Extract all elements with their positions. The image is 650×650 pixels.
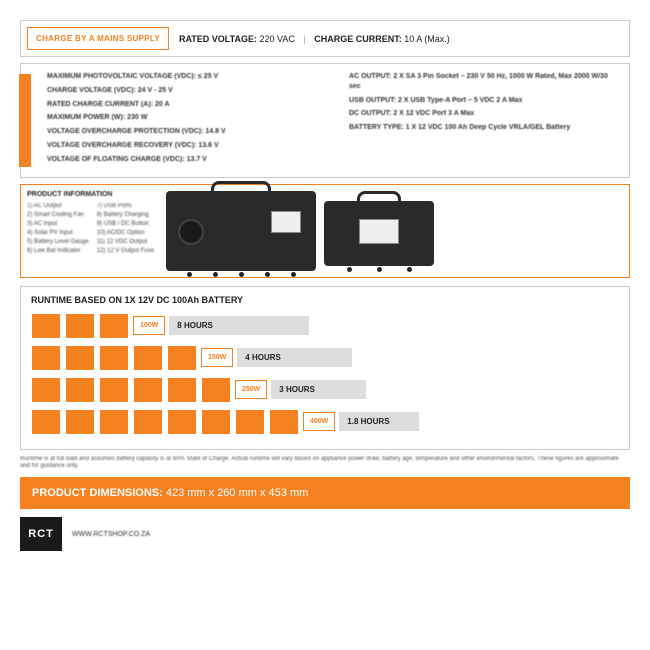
runtime-square xyxy=(133,377,163,403)
spec-line: AC OUTPUT: 2 X SA 3 Pin Socket – 230 V 5… xyxy=(349,72,621,92)
runtime-square xyxy=(201,377,231,403)
watt-label: 400W xyxy=(303,412,335,431)
hours-bar: 1.8 HOURS xyxy=(339,412,419,431)
runtime-square xyxy=(167,409,197,435)
specs-box: MAXIMUM PHOTOVOLTAIC VOLTAGE (VDC): ≤ 25… xyxy=(20,63,630,178)
runtime-square xyxy=(99,345,129,371)
watt-label: 100W xyxy=(133,316,165,335)
runtime-rows: 100W8 HOURS 150W4 HOURS 250W3 HOURS 400W1.8… xyxy=(31,313,619,435)
divider: | xyxy=(303,34,305,44)
runtime-square xyxy=(99,313,129,339)
hours-bar: 3 HOURS xyxy=(271,380,366,399)
specs-left-col: MAXIMUM PHOTOVOLTAIC VOLTAGE (VDC): ≤ 25… xyxy=(47,72,319,169)
runtime-square xyxy=(31,313,61,339)
header-specs: RATED VOLTAGE: 220 VAC | CHARGE CURRENT:… xyxy=(179,34,450,44)
product-info-title: PRODUCT INFORMATION xyxy=(27,191,158,198)
spec-line: MAXIMUM PHOTOVOLTAIC VOLTAGE (VDC): ≤ 25… xyxy=(47,72,319,82)
runtime-square xyxy=(133,345,163,371)
runtime-row: 250W3 HOURS xyxy=(31,377,619,403)
product-info-text: PRODUCT INFORMATION 1) AC Output2) Smart… xyxy=(27,191,158,256)
spec-line: RATED CHARGE CURRENT (A): 20 A xyxy=(47,100,319,110)
product-info-box: PRODUCT INFORMATION 1) AC Output2) Smart… xyxy=(20,184,630,278)
spec-line: CHARGE VOLTAGE (VDC): 24 V - 25 V xyxy=(47,86,319,96)
hours-bar: 8 HOURS xyxy=(169,316,309,335)
spec-line: USB OUTPUT: 2 X USB Type-A Port – 5 VDC … xyxy=(349,96,621,106)
spec-line: DC OUTPUT: 2 X 12 VDC Port 3 A Max xyxy=(349,109,621,119)
runtime-square xyxy=(65,377,95,403)
watt-label: 250W xyxy=(235,380,267,399)
watt-label: 150W xyxy=(201,348,233,367)
rated-voltage-label: RATED VOLTAGE: xyxy=(179,34,257,44)
runtime-square xyxy=(65,313,95,339)
spec-line: MAXIMUM POWER (W): 230 W xyxy=(47,113,319,123)
runtime-square xyxy=(99,409,129,435)
charge-badge: CHARGE BY A MAINS SUPPLY xyxy=(27,27,169,50)
runtime-square xyxy=(31,377,61,403)
runtime-square xyxy=(269,409,299,435)
rct-logo: RCT xyxy=(20,517,62,551)
runtime-square xyxy=(31,345,61,371)
spec-line: BATTERY TYPE: 1 X 12 VDC 100 Ah Deep Cyc… xyxy=(349,123,621,133)
side-tab xyxy=(19,74,31,167)
header-row: CHARGE BY A MAINS SUPPLY RATED VOLTAGE: … xyxy=(20,20,630,57)
footer-url: WWW.RCTSHOP.CO.ZA xyxy=(72,531,150,538)
runtime-square xyxy=(99,377,129,403)
runtime-square xyxy=(65,409,95,435)
runtime-square xyxy=(201,409,231,435)
spec-line: VOLTAGE OVERCHARGE PROTECTION (VDC): 14.… xyxy=(47,127,319,137)
runtime-square xyxy=(133,409,163,435)
runtime-square xyxy=(65,345,95,371)
runtime-square xyxy=(167,377,197,403)
device-front-image xyxy=(166,191,316,271)
spec-sheet: CHARGE BY A MAINS SUPPLY RATED VOLTAGE: … xyxy=(20,20,630,551)
spec-line: VOLTAGE OF FLOATING CHARGE (VDC): 13.7 V xyxy=(47,155,319,165)
device-side-image xyxy=(324,201,434,266)
rated-voltage-value: 220 VAC xyxy=(259,34,294,44)
charge-current-value: 10 A (Max.) xyxy=(404,34,450,44)
charge-current-label: CHARGE CURRENT: xyxy=(314,34,402,44)
runtime-box: RUNTIME BASED ON 1X 12V DC 100Ah BATTERY… xyxy=(20,286,630,450)
product-info-list-2: 7) USB Ports8) Battery Charging9) USB / … xyxy=(97,202,154,256)
specs-right-col: AC OUTPUT: 2 X SA 3 Pin Socket – 230 V 5… xyxy=(349,72,621,169)
spec-line: VOLTAGE OVERCHARGE RECOVERY (VDC): 13.6 … xyxy=(47,141,319,151)
runtime-row: 400W1.8 HOURS xyxy=(31,409,619,435)
footer: RCT WWW.RCTSHOP.CO.ZA xyxy=(20,517,630,551)
dimensions-label: PRODUCT DIMENSIONS: xyxy=(32,487,163,499)
hours-bar: 4 HOURS xyxy=(237,348,352,367)
runtime-square xyxy=(167,345,197,371)
runtime-row: 150W4 HOURS xyxy=(31,345,619,371)
runtime-square xyxy=(235,409,265,435)
product-info-list-1: 1) AC Output2) Smart Cooling Fan3) AC In… xyxy=(27,202,89,256)
dimensions-bar: PRODUCT DIMENSIONS: 423 mm x 260 mm x 45… xyxy=(20,477,630,509)
dimensions-value: 423 mm x 260 mm x 453 mm xyxy=(166,487,308,499)
runtime-title: RUNTIME BASED ON 1X 12V DC 100Ah BATTERY xyxy=(31,295,619,305)
runtime-row: 100W8 HOURS xyxy=(31,313,619,339)
footnote: Runtime is at full load and assumes batt… xyxy=(20,456,630,472)
runtime-square xyxy=(31,409,61,435)
